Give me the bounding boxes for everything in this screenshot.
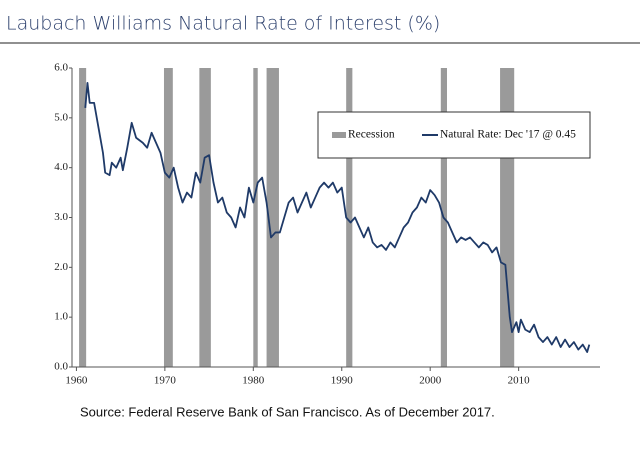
- y-tick-label: 1.0: [54, 311, 68, 323]
- x-tick-label: 1970: [154, 375, 177, 387]
- chart-title: Laubach Williams Natural Rate of Interes…: [6, 13, 440, 35]
- recession-band: [79, 68, 87, 367]
- recession-band: [346, 68, 353, 367]
- legend-swatch: [332, 132, 346, 138]
- legend-box: [317, 111, 591, 159]
- x-tick-label: 2010: [508, 375, 531, 387]
- x-tick-label: 1990: [331, 375, 354, 387]
- y-tick-label: 6.0: [54, 62, 68, 74]
- legend-label: Recession: [348, 129, 395, 141]
- x-tick-label: 1960: [65, 375, 88, 387]
- x-tick-label: 2000: [419, 375, 442, 387]
- x-tick-label: 1980: [242, 375, 265, 387]
- y-tick-label: 0.0: [54, 361, 68, 373]
- recession-band: [266, 68, 279, 367]
- y-tick-label: 3.0: [54, 211, 68, 223]
- recession-band: [199, 68, 211, 367]
- y-tick-label: 2.0: [54, 261, 68, 273]
- recession-band: [163, 68, 173, 367]
- rate-line: [84, 82, 591, 353]
- recession-band: [253, 68, 258, 367]
- y-tick-label: 5.0: [54, 111, 68, 123]
- source-note: Source: Federal Reserve Bank of San Fran…: [80, 404, 495, 419]
- legend-label: Natural Rate: Dec '17 @ 0.45: [440, 129, 576, 141]
- y-tick-label: 4.0: [54, 161, 68, 173]
